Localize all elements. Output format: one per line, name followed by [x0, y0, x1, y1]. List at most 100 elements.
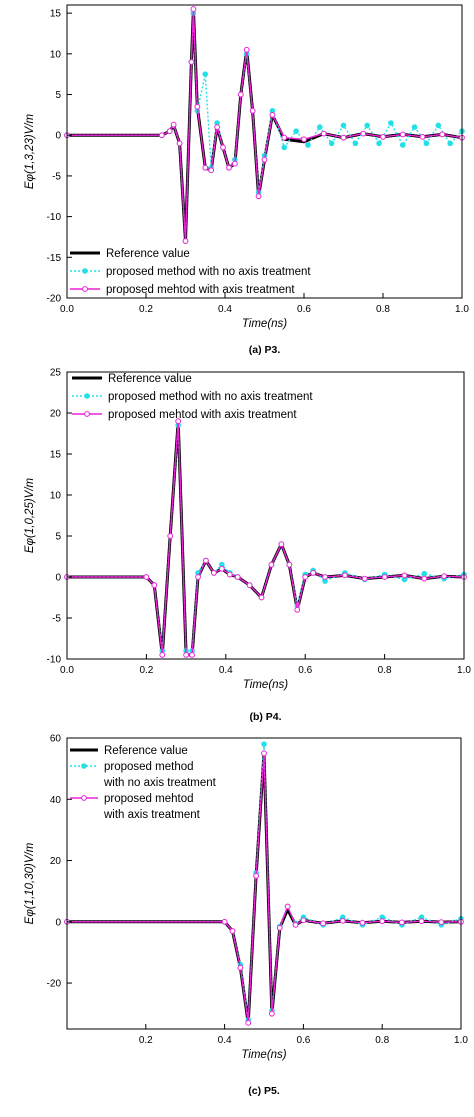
y-tick-label: 10 — [50, 491, 62, 502]
legend-label: proposed mehtod — [104, 793, 194, 805]
data-point — [268, 1010, 275, 1017]
data-point — [376, 140, 382, 147]
data-point — [411, 124, 418, 130]
data-point — [320, 130, 327, 137]
series-line — [67, 420, 465, 656]
data-point — [202, 164, 209, 171]
legend: Reference value proposed method with no a… — [72, 373, 313, 421]
data-point — [190, 6, 197, 12]
y-axis-label: Eφ(1,3,23)V/m — [24, 113, 36, 189]
y-axis-label: Eφ(1,0,25)V/m — [24, 477, 36, 553]
y-tick-label: 0 — [55, 917, 61, 928]
filled-circle-icon — [84, 393, 90, 399]
series-1 — [67, 419, 465, 657]
data-point — [269, 111, 276, 118]
data-point — [380, 133, 386, 140]
data-point — [245, 1019, 252, 1026]
data-point — [221, 918, 228, 925]
y-tick-label: 0 — [55, 131, 61, 142]
data-point — [261, 156, 268, 163]
data-point — [258, 594, 265, 601]
x-tick-label: 0.2 — [139, 665, 153, 676]
x-tick-label: 1.0 — [457, 665, 471, 676]
data-point — [381, 574, 388, 580]
data-point — [419, 133, 426, 140]
data-point — [234, 574, 241, 580]
series-3 — [64, 750, 464, 1026]
data-point — [268, 561, 275, 568]
data-point — [278, 541, 285, 548]
y-tick-label: -20 — [47, 979, 62, 990]
data-point — [435, 122, 442, 129]
data-point — [218, 565, 225, 572]
data-point — [183, 652, 190, 658]
data-point — [261, 750, 267, 757]
data-point — [159, 652, 166, 658]
y-tick-label: 5 — [55, 532, 61, 543]
data-point — [195, 574, 201, 580]
data-point — [202, 71, 209, 77]
data-point — [340, 122, 347, 129]
y-tick-label: 20 — [50, 409, 62, 420]
data-point — [401, 572, 408, 579]
data-point — [284, 903, 291, 910]
data-point — [439, 131, 446, 138]
series-line — [67, 424, 465, 652]
data-point — [255, 193, 262, 200]
data-point — [364, 122, 371, 129]
data-point — [194, 103, 201, 110]
data-point — [281, 134, 288, 141]
data-point — [340, 134, 347, 141]
data-point — [388, 120, 394, 126]
legend-label: Reference value — [108, 373, 192, 385]
legend-label: with no axis treatment — [103, 777, 217, 789]
data-point — [166, 128, 173, 135]
legend-label: Reference value — [106, 248, 190, 260]
data-point — [328, 140, 335, 147]
series-line — [67, 752, 462, 1024]
x-tick-label: 0.8 — [375, 1035, 389, 1046]
plot-frame — [66, 737, 462, 1030]
plot-frame — [66, 371, 465, 660]
data-point — [231, 160, 238, 167]
data-point — [399, 919, 405, 926]
data-point — [253, 872, 260, 879]
legend-label: proposed method — [104, 761, 194, 773]
series-2 — [64, 422, 467, 654]
data-point — [305, 142, 311, 148]
y-tick-label: 15 — [50, 9, 62, 20]
data-point — [175, 418, 182, 425]
y-tick-label: 10 — [50, 49, 62, 60]
y-tick-label: 25 — [50, 368, 62, 379]
data-point — [320, 920, 327, 927]
legend: Reference value proposed method with no ax… — [70, 745, 217, 821]
data-point — [276, 925, 283, 931]
data-point — [226, 571, 233, 578]
legend-label: proposed method with no axis treatment — [106, 266, 311, 278]
series-3 — [64, 418, 467, 658]
data-point — [261, 741, 267, 747]
y-axis-label: Eφ(1,10,30)V/m — [24, 842, 36, 924]
y-tick-label: 40 — [50, 795, 62, 806]
data-point — [423, 140, 430, 147]
y-tick-label: -15 — [47, 253, 62, 264]
x-tick-label: 0.4 — [219, 665, 233, 676]
data-point — [286, 561, 293, 568]
data-point — [292, 921, 299, 928]
x-tick-label: 0.0 — [60, 304, 74, 315]
data-point — [214, 124, 221, 130]
legend-label: with axis treatment — [103, 809, 201, 821]
data-point — [151, 582, 158, 589]
data-point — [170, 121, 177, 128]
data-point — [339, 917, 346, 924]
series-2 — [64, 10, 465, 244]
x-tick-label: 1.0 — [454, 1035, 468, 1046]
legend: Reference value proposed method with no a… — [70, 248, 311, 296]
data-point — [294, 606, 301, 613]
filled-circle-icon — [81, 763, 87, 769]
x-tick-label: 0.6 — [298, 665, 312, 676]
chart-panel-1: 0.0 0.2 0.4 0.6 0.8 1.0 -20 -15 -10 -5 0 5 10 15 Time(… — [24, 4, 469, 356]
x-tick-label: 0.2 — [139, 1035, 153, 1046]
data-point — [361, 575, 368, 582]
